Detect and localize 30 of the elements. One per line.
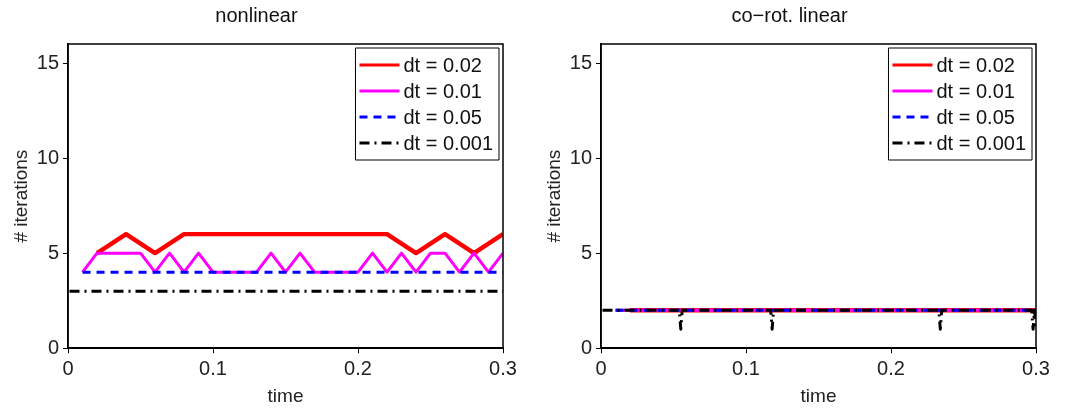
legend-label: dt = 0.001 — [403, 131, 494, 154]
x-tick-label: 0.3 — [1022, 356, 1050, 379]
y-tick-label: 5 — [580, 240, 593, 263]
y-tick-label: 5 — [47, 240, 60, 263]
legend-label: dt = 0.01 — [403, 79, 482, 102]
x-tick-label: 0.2 — [877, 356, 905, 379]
y-tick-label: 0 — [47, 335, 60, 358]
x-axis-title: time — [267, 384, 304, 406]
y-axis-title: # iterations — [542, 149, 564, 243]
legend-label: dt = 0.01 — [936, 79, 1015, 102]
x-tick-label: 0 — [62, 356, 74, 379]
legend-label: dt = 0.05 — [403, 105, 482, 128]
x-tick-label: 0.2 — [344, 356, 372, 379]
x-axis-title: time — [800, 384, 837, 406]
legend-label: dt = 0.02 — [403, 53, 482, 76]
y-tick-label: 15 — [569, 50, 593, 73]
legend-label: dt = 0.001 — [936, 131, 1027, 154]
y-axis-title: # iterations — [9, 149, 31, 243]
y-tick-label: 0 — [580, 335, 593, 358]
y-tick-label: 15 — [36, 50, 60, 73]
y-tick-label: 10 — [569, 145, 593, 168]
y-tick-label: 10 — [36, 145, 60, 168]
x-tick-label: 0.3 — [489, 356, 517, 379]
legend-label: dt = 0.05 — [936, 105, 1015, 128]
chart-title: nonlinear — [215, 3, 298, 26]
x-tick-label: 0.1 — [732, 356, 760, 379]
chart-title: co−rot. linear — [731, 3, 848, 26]
x-tick-label: 0.1 — [199, 356, 227, 379]
legend-label: dt = 0.02 — [936, 53, 1015, 76]
x-tick-label: 0 — [595, 356, 607, 379]
